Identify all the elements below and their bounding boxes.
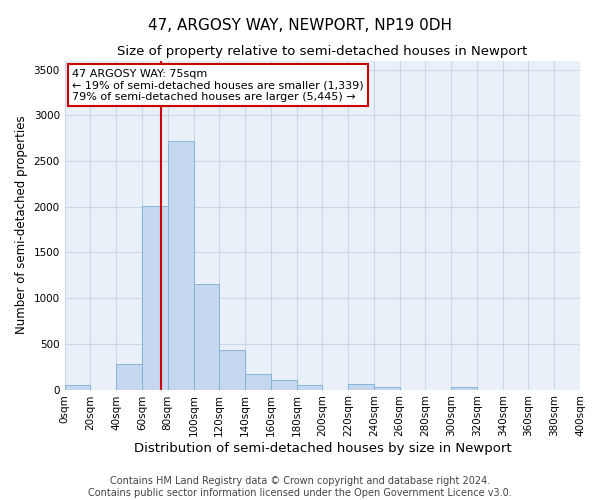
Text: Contains HM Land Registry data © Crown copyright and database right 2024.
Contai: Contains HM Land Registry data © Crown c… [88, 476, 512, 498]
Y-axis label: Number of semi-detached properties: Number of semi-detached properties [15, 116, 28, 334]
Bar [193, 284, 219, 390]
Bar [271, 380, 296, 390]
Bar [296, 384, 322, 390]
Bar [116, 364, 142, 390]
Title: Size of property relative to semi-detached houses in Newport: Size of property relative to semi-detach… [117, 45, 527, 58]
Bar [451, 388, 477, 390]
Bar [245, 374, 271, 390]
Bar [168, 141, 193, 390]
Bar [65, 384, 91, 390]
Text: 47 ARGOSY WAY: 75sqm
← 19% of semi-detached houses are smaller (1,339)
79% of se: 47 ARGOSY WAY: 75sqm ← 19% of semi-detac… [73, 69, 364, 102]
Bar [219, 350, 245, 390]
X-axis label: Distribution of semi-detached houses by size in Newport: Distribution of semi-detached houses by … [134, 442, 511, 455]
Bar [142, 206, 168, 390]
Text: 47, ARGOSY WAY, NEWPORT, NP19 0DH: 47, ARGOSY WAY, NEWPORT, NP19 0DH [148, 18, 452, 32]
Bar [348, 384, 374, 390]
Bar [374, 388, 400, 390]
